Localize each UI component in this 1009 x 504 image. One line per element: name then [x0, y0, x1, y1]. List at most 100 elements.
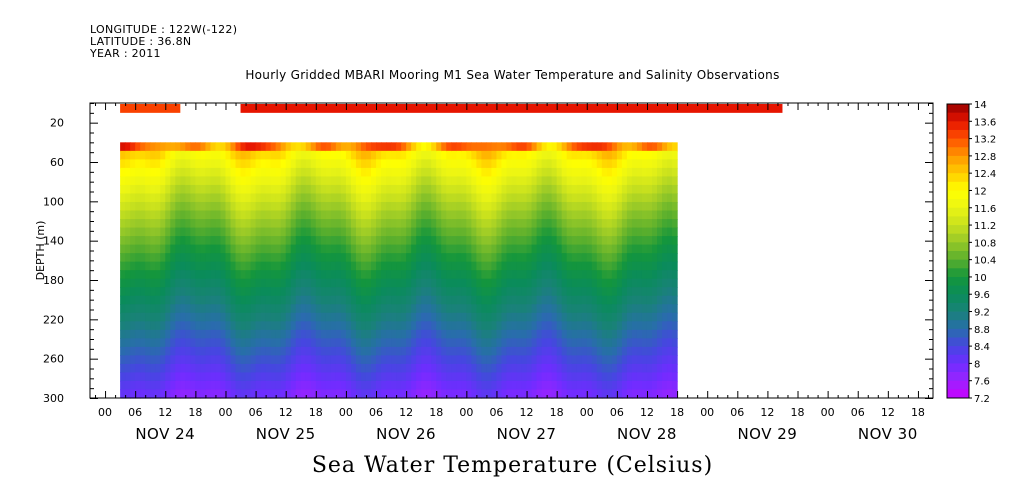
profile-cell [180, 176, 186, 186]
profile-cell [155, 227, 161, 237]
profile-cell [340, 287, 347, 297]
profile-cell [320, 287, 327, 297]
profile-cell [631, 389, 638, 399]
profile-cell [386, 219, 392, 229]
profile-cell [295, 261, 302, 271]
profile-cell [120, 244, 126, 254]
profile-cell [335, 159, 342, 169]
profile-cell [275, 150, 282, 160]
profile-cell [381, 278, 387, 288]
profile-cell [205, 236, 212, 246]
profile-cell [626, 167, 633, 178]
profile-cell [446, 270, 452, 280]
profile-cell [185, 355, 191, 365]
profile-cell [195, 295, 201, 305]
profile-cell [652, 321, 658, 331]
profile-cell [255, 389, 262, 399]
profile-cell [315, 184, 322, 195]
profile-cell [230, 355, 237, 365]
profile-cell [566, 321, 573, 331]
profile-cell [581, 329, 588, 339]
profile-cell [320, 321, 327, 331]
profile-cell [431, 253, 437, 263]
profile-cell [461, 355, 467, 365]
profile-cell [426, 355, 432, 365]
profile-cell [175, 201, 181, 212]
profile-cell [601, 176, 608, 186]
profile-cell [360, 278, 367, 288]
profile-cell [476, 210, 482, 220]
profile-cell [250, 372, 257, 382]
profile-cell [406, 193, 412, 203]
profile-cell [175, 363, 181, 374]
profile-cell [581, 372, 588, 382]
profile-cell [150, 210, 156, 220]
profile-cell [150, 346, 156, 356]
profile-cell [145, 338, 151, 348]
profile-cell [290, 287, 297, 297]
profile-cell [526, 338, 533, 348]
profile-cell [667, 150, 673, 160]
profile-cell [401, 380, 407, 391]
profile-cell [411, 236, 417, 246]
profile-cell [471, 389, 477, 399]
profile-cell [652, 167, 658, 178]
profile-cell [652, 270, 658, 280]
profile-cell [255, 329, 262, 339]
profile-cell [641, 150, 648, 160]
profile-cell [325, 287, 332, 297]
profile-cell [591, 150, 598, 160]
profile-cell [360, 210, 367, 220]
profile-cell [175, 321, 181, 331]
profile-cell [360, 295, 367, 305]
profile-cell [360, 219, 367, 229]
profile-cell [290, 312, 297, 322]
profile-cell [411, 372, 417, 382]
profile-cell [531, 253, 538, 263]
profile-cell [195, 210, 201, 220]
profile-cell [667, 167, 673, 178]
profile-cell [320, 380, 327, 391]
profile-cell [461, 363, 467, 374]
profile-cell [335, 321, 342, 331]
colorbar-band [947, 302, 969, 312]
profile-cell [436, 210, 442, 220]
profile-column [546, 142, 553, 399]
profile-cell [466, 287, 472, 297]
profile-cell [170, 304, 176, 314]
profile-cell [501, 227, 508, 237]
profile-cell [466, 167, 472, 178]
profile-cell [486, 261, 493, 271]
profile-cell [285, 295, 292, 305]
profile-cell [561, 193, 568, 203]
profile-cell [185, 253, 191, 263]
profile-cell [556, 227, 563, 237]
profile-cell [406, 201, 412, 212]
profile-cell [245, 363, 252, 374]
profile-cell [125, 287, 131, 297]
profile-cell [646, 176, 653, 186]
profile-cell [551, 329, 558, 339]
profile-cell [350, 287, 357, 297]
profile-cell [541, 355, 548, 365]
profile-cell [672, 329, 678, 339]
profile-cell [646, 193, 653, 203]
profile-cell [657, 261, 663, 271]
profile-cell [135, 253, 141, 263]
profile-cell [376, 201, 382, 212]
profile-cell [335, 295, 342, 305]
profile-cell [295, 287, 302, 297]
profile-cell [521, 346, 528, 356]
profile-cell [386, 193, 392, 203]
profile-cell [120, 295, 126, 305]
profile-cell [365, 389, 372, 399]
profile-cell [652, 227, 658, 237]
profile-cell [486, 329, 493, 339]
profile-cell [531, 270, 538, 280]
profile-cell [250, 304, 257, 314]
profile-cell [426, 346, 432, 356]
profile-cell [310, 329, 317, 339]
profile-cell [611, 321, 618, 331]
profile-cell [180, 261, 186, 271]
x-tick-label: 00 [98, 406, 112, 419]
